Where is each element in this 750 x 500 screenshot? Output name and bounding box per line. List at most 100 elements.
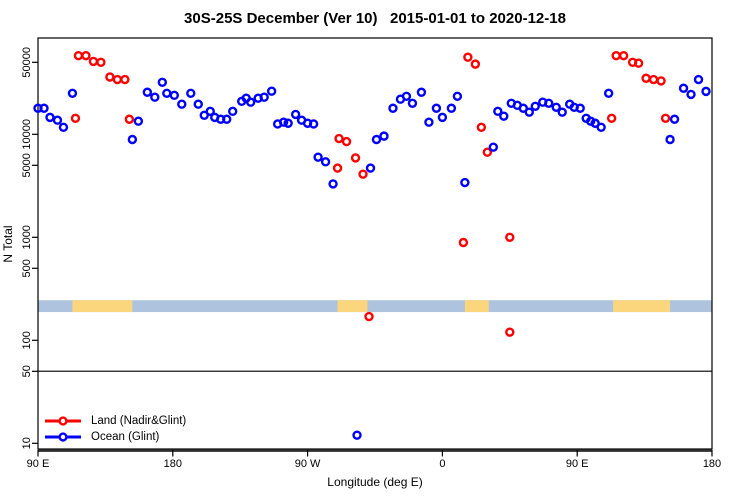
ocean-point	[585, 116, 596, 126]
ocean-point	[290, 109, 301, 120]
land-point	[470, 59, 481, 69]
y-tick-label: 10	[21, 437, 33, 449]
ocean-point	[669, 114, 680, 124]
ocean-point	[142, 87, 153, 97]
ocean-point	[352, 430, 362, 440]
land-point	[120, 74, 130, 85]
land-point	[88, 56, 99, 67]
ocean-point	[488, 142, 499, 152]
land-point	[364, 311, 374, 322]
x-tick-label: 90 E	[27, 458, 50, 470]
land-point	[334, 133, 344, 144]
ocean-point	[278, 117, 289, 127]
ocean-point	[437, 112, 448, 123]
land-point	[618, 50, 629, 61]
ocean-point	[575, 103, 585, 113]
x-tick-label: 0	[439, 458, 445, 470]
ocean-point	[205, 106, 215, 117]
land-point	[81, 50, 91, 61]
ocean-point	[446, 103, 457, 113]
ocean-point	[371, 134, 382, 145]
land-point	[341, 136, 352, 147]
land-point	[358, 169, 368, 179]
land-point	[350, 153, 361, 163]
x-tick-label: 90 E	[566, 458, 589, 470]
ocean-point	[308, 119, 319, 129]
ocean-point	[678, 83, 689, 93]
land-point	[70, 113, 81, 123]
ocean-point	[193, 99, 203, 109]
y-tick-label: 50	[21, 365, 33, 377]
x-tick-label: 90 W	[295, 458, 321, 470]
y-tick-label: 500	[21, 259, 33, 277]
land-point	[476, 122, 487, 132]
x-tick-label: 180	[703, 458, 721, 470]
y-tick-label: 50000	[21, 47, 33, 78]
ocean-point	[157, 77, 168, 87]
legend-label-ocean: Ocean (Glint)	[91, 431, 160, 443]
ocean-point	[127, 134, 138, 145]
ocean-point	[524, 107, 534, 117]
ocean-strip	[38, 300, 712, 313]
ocean-point	[701, 86, 711, 97]
land-point	[656, 76, 666, 86]
ocean-point	[52, 115, 63, 125]
land-strip-segment	[72, 300, 133, 313]
ocean-point	[544, 98, 554, 108]
land-point	[458, 237, 469, 248]
land-point	[463, 52, 473, 62]
ocean-point	[39, 103, 49, 113]
land-point	[73, 50, 84, 61]
ocean-point	[313, 152, 323, 162]
land-point	[633, 58, 644, 68]
ocean-point	[460, 177, 470, 188]
land-strip-segment	[464, 300, 489, 313]
ocean-legend-marker-icon	[45, 432, 81, 442]
land-point	[105, 72, 115, 82]
ocean-point	[45, 112, 55, 123]
ocean-point	[407, 98, 418, 108]
x-axis-label: Longitude (deg E)	[327, 475, 423, 489]
ocean-point	[177, 99, 187, 109]
ocean-point	[557, 107, 567, 117]
land-point	[124, 114, 135, 124]
ocean-point	[67, 88, 78, 99]
y-tick-label: 1000	[21, 225, 33, 249]
land-point	[505, 232, 515, 242]
land-point	[648, 74, 659, 85]
ocean-point	[228, 106, 238, 117]
ocean-point	[245, 97, 256, 107]
land-point	[611, 50, 621, 61]
ocean-point	[150, 92, 160, 102]
y-tick-label: 100	[21, 331, 33, 349]
ocean-point	[320, 157, 331, 167]
ocean-point	[452, 91, 463, 101]
ocean-point	[530, 101, 540, 111]
ocean-point	[222, 114, 232, 124]
legend-item-land: Land (Nadir&Glint)	[44, 414, 186, 428]
x-tick-label: 180	[164, 458, 182, 470]
ocean-point	[283, 118, 293, 128]
ocean-point	[431, 103, 442, 113]
land-point	[505, 327, 515, 337]
land-point	[96, 57, 106, 68]
y-tick-label: 5000	[21, 153, 33, 177]
ocean-point	[590, 118, 600, 128]
ocean-point	[365, 163, 376, 173]
ocean-point	[169, 90, 179, 101]
land-point	[112, 74, 123, 85]
ocean-point	[162, 88, 172, 99]
ocean-point	[416, 87, 427, 97]
ocean-point	[596, 122, 606, 132]
land-point	[641, 73, 651, 83]
ocean-point	[259, 92, 269, 102]
land-legend-marker-icon	[45, 416, 81, 426]
plot-box	[37, 37, 713, 450]
ocean-point	[493, 106, 503, 117]
ocean-point	[266, 86, 277, 96]
legend: Land (Nadir&Glint) Ocean (Glint)	[44, 414, 186, 444]
legend-label-land: Land (Nadir&Glint)	[91, 415, 187, 427]
ocean-point	[499, 111, 509, 121]
ocean-point	[551, 102, 561, 112]
